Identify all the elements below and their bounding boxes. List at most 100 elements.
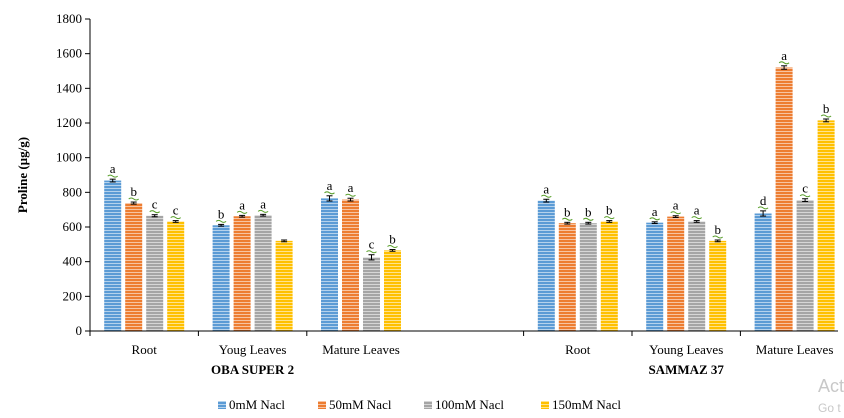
- bar: [817, 120, 835, 332]
- x-axis: Root Youg Leaves Mature Leaves Root Young Le…: [89, 330, 838, 377]
- bar: [321, 198, 338, 331]
- y-tick-label: 400: [63, 254, 83, 269]
- significance-letter: b: [585, 204, 592, 219]
- category-label: Youg Leaves: [219, 342, 287, 357]
- y-tick-label: 1200: [56, 115, 82, 130]
- bar: [146, 215, 164, 331]
- legend-swatch: [318, 401, 326, 409]
- significance-letter: a: [260, 196, 266, 211]
- significance-letter: c: [152, 197, 158, 212]
- y-tick-label: 1400: [56, 80, 82, 95]
- y-tick-label: 0: [76, 323, 83, 338]
- bar: [579, 223, 597, 331]
- legend-label: 100mM Nacl: [435, 397, 504, 412]
- significance-letter: a: [652, 204, 658, 219]
- y-tick-label: 800: [63, 184, 83, 199]
- spellcheck-underline: [540, 194, 552, 198]
- bar: [775, 67, 793, 332]
- legend-swatch: [218, 401, 226, 409]
- significance-letter: a: [673, 198, 679, 213]
- y-tick-label: 1000: [56, 150, 82, 165]
- significance-letter: d: [760, 193, 767, 208]
- bar: [363, 257, 380, 331]
- spellcheck-underline: [170, 216, 182, 220]
- legend-item: 100mM Nacl: [424, 397, 504, 412]
- spellcheck-underline: [366, 250, 377, 254]
- bar: [667, 216, 685, 331]
- bar: [125, 203, 143, 331]
- bar: [342, 199, 359, 331]
- legend-item: 150mM Nacl: [541, 397, 621, 412]
- spellcheck-underline: [582, 217, 594, 221]
- significance-letter: b: [389, 232, 396, 247]
- bar: [558, 223, 576, 331]
- bar: [167, 221, 185, 331]
- y-axis-title: Proline (µg/g): [15, 137, 30, 213]
- significance-letter: b: [564, 204, 571, 219]
- significance-letter: a: [110, 161, 116, 176]
- watermark-line-2: Go t: [818, 401, 841, 415]
- spellcheck-underline: [603, 216, 615, 220]
- spellcheck-underline: [820, 114, 832, 118]
- bar: [600, 221, 618, 331]
- significance-letter: b: [714, 222, 721, 237]
- bar: [212, 225, 230, 331]
- significance-letter: c: [369, 237, 375, 252]
- significance-letter: a: [327, 178, 333, 193]
- legend-label: 50mM Nacl: [329, 397, 392, 412]
- significance-letter: b: [130, 184, 137, 199]
- category-label: Root: [132, 342, 158, 357]
- legend-item: 0mM Nacl: [218, 397, 285, 412]
- y-tick-label: 200: [63, 288, 83, 303]
- legend: 0mM Nacl 50mM Nacl 100mM Nacl 150mM Nacl: [218, 397, 621, 412]
- significance-letter: c: [173, 203, 179, 218]
- spellcheck-underline: [128, 197, 140, 201]
- bar: [384, 250, 401, 331]
- group-label: SAMMAZ 37: [648, 362, 724, 377]
- watermark-line-1: Act: [818, 376, 844, 396]
- category-label: Root: [565, 342, 591, 357]
- spellcheck-underline: [670, 211, 682, 215]
- bar: [709, 240, 727, 331]
- spellcheck-underline: [236, 210, 248, 214]
- spellcheck-underline: [107, 174, 119, 178]
- significance-letter: a: [781, 48, 787, 63]
- legend-label: 0mM Nacl: [229, 397, 285, 412]
- legend-label: 150mM Nacl: [552, 397, 621, 412]
- significance-letter: c: [802, 181, 808, 196]
- significance-letter: a: [348, 180, 354, 195]
- spellcheck-underline: [778, 61, 790, 65]
- significance-letter: a: [239, 197, 245, 212]
- y-tick-label: 600: [63, 219, 83, 234]
- significance-letter: a: [694, 203, 700, 218]
- spellcheck-underline: [387, 245, 398, 249]
- bar: [688, 221, 706, 331]
- spellcheck-underline: [712, 235, 724, 239]
- spellcheck-underline: [257, 209, 269, 213]
- significance-letter: a: [543, 181, 549, 196]
- legend-item: 50mM Nacl: [318, 397, 392, 412]
- spellcheck-underline: [561, 217, 573, 221]
- bar: [754, 213, 772, 331]
- y-axis: 0 200 400 600 800 1000 1200 1400 1600 1800 Proline…: [15, 11, 91, 338]
- significance-letter: b: [823, 101, 830, 116]
- bar: [254, 215, 272, 331]
- y-tick-label: 1800: [56, 11, 82, 26]
- bar: [646, 222, 664, 331]
- spellcheck-underline: [324, 191, 335, 195]
- spellcheck-underline: [691, 216, 703, 220]
- bar: [537, 200, 555, 331]
- y-tick-label: 1600: [56, 46, 82, 61]
- category-label: Mature Leaves: [756, 342, 834, 357]
- bar: [796, 200, 814, 331]
- spellcheck-underline: [215, 219, 227, 223]
- spellcheck-underline: [757, 206, 769, 210]
- significance-letter: b: [218, 206, 225, 221]
- spellcheck-underline: [345, 193, 356, 197]
- category-label: Mature Leaves: [322, 342, 400, 357]
- group-label: OBA SUPER 2: [211, 362, 294, 377]
- category-label: Young Leaves: [649, 342, 723, 357]
- spellcheck-underline: [799, 194, 811, 198]
- bar: [104, 180, 122, 331]
